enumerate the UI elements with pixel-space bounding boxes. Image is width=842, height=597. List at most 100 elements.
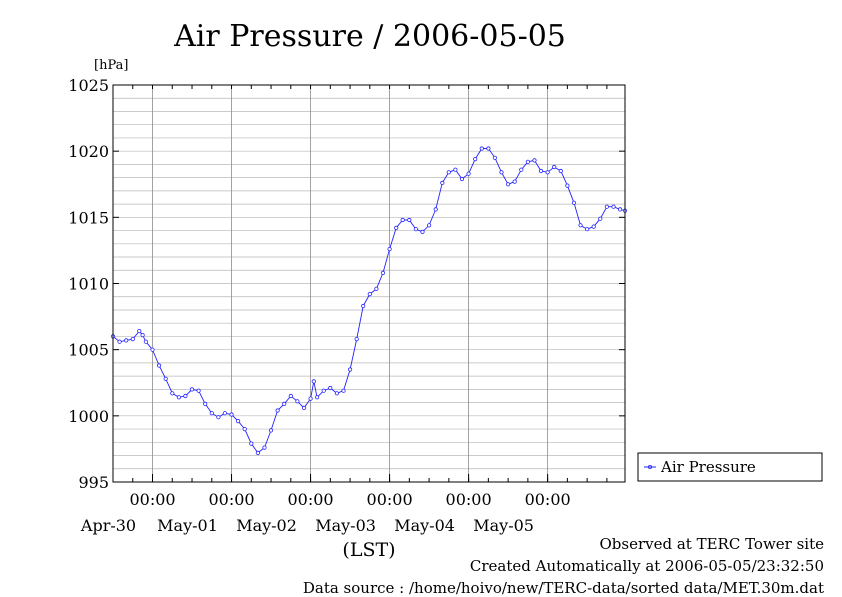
data-point	[367, 291, 372, 297]
series-air-pressure	[110, 146, 628, 455]
data-point	[170, 391, 175, 396]
x-tick-time-label: 00:00	[367, 490, 413, 509]
data-point	[584, 227, 590, 232]
grid-lines	[113, 85, 625, 482]
data-point	[420, 229, 425, 234]
data-point	[163, 376, 168, 381]
y-tick-labels: 995 1000 1005 1010 1015 1020 1025	[68, 76, 109, 492]
data-point	[130, 336, 135, 342]
data-point	[440, 180, 445, 185]
x-tick-time-label: 00:00	[129, 490, 175, 509]
data-point	[242, 426, 247, 432]
x-tick-date-label: May-05	[473, 516, 534, 535]
data-point	[341, 388, 346, 393]
data-point	[140, 332, 145, 338]
x-tick-time-label: 00:00	[525, 490, 571, 509]
data-point	[578, 223, 583, 228]
data-point	[519, 167, 524, 172]
data-point	[328, 385, 333, 391]
data-point	[394, 225, 399, 230]
data-point	[374, 286, 379, 291]
y-tick-label: 1015	[68, 208, 109, 227]
data-point	[275, 408, 280, 413]
data-point	[505, 182, 511, 187]
data-point	[387, 247, 392, 252]
data-point	[216, 415, 221, 420]
data-point	[479, 146, 484, 151]
data-point	[453, 167, 458, 172]
data-point	[492, 155, 497, 160]
plot-frame	[112, 84, 626, 483]
data-point	[117, 339, 122, 344]
data-point	[459, 176, 465, 182]
data-point	[308, 396, 313, 401]
data-point	[400, 217, 405, 223]
data-point	[311, 379, 316, 384]
data-point	[538, 168, 544, 174]
data-point	[249, 441, 254, 446]
data-point	[347, 367, 353, 372]
data-point	[426, 223, 432, 228]
data-point	[571, 200, 577, 205]
y-axis-unit-label: [hPa]	[94, 58, 128, 73]
data-point	[334, 391, 339, 396]
data-point	[545, 170, 550, 175]
data-point	[512, 179, 517, 184]
data-point	[499, 170, 504, 175]
data-point	[552, 164, 557, 170]
data-point	[321, 388, 326, 393]
data-point	[617, 207, 623, 212]
data-point	[486, 146, 491, 151]
data-point	[413, 227, 418, 232]
y-tick-label: 1025	[68, 76, 109, 95]
data-point	[295, 399, 300, 404]
data-point	[143, 339, 148, 344]
data-point	[446, 170, 451, 175]
data-point	[380, 270, 386, 275]
x-tick-date-label: May-04	[394, 516, 455, 535]
data-point	[209, 411, 214, 416]
data-point	[525, 159, 531, 164]
data-point	[466, 171, 471, 176]
footer-source-text: Data source : /home/hoivo/new/TERC-data/…	[302, 579, 824, 597]
data-point	[591, 224, 596, 229]
x-tick-time-label: 00:00	[288, 490, 334, 509]
x-tick-date-label: May-01	[157, 516, 218, 535]
data-point	[604, 204, 610, 209]
data-point	[176, 395, 181, 400]
footer-created-text: Created Automatically at 2006-05-05/23:3…	[469, 557, 824, 575]
data-point	[361, 303, 366, 309]
x-tick-date-label: Apr-30	[80, 516, 136, 535]
data-point	[433, 207, 438, 212]
data-point	[196, 388, 201, 393]
x-tick-time-label: 00:00	[208, 490, 254, 509]
data-point	[301, 405, 307, 410]
x-axis-label: (LST)	[342, 539, 395, 561]
data-point	[598, 216, 603, 221]
footer-observed-text: Observed at TERC Tower site	[599, 535, 824, 553]
legend-entry-air-pressure: Air Pressure	[660, 458, 756, 476]
data-point	[354, 336, 359, 342]
data-point	[183, 393, 188, 399]
data-point	[268, 428, 274, 433]
data-point	[157, 363, 162, 368]
data-point	[137, 328, 142, 334]
y-tick-label: 995	[78, 473, 109, 492]
legend: Air Pressure	[637, 452, 823, 482]
data-point	[532, 158, 537, 163]
data-point	[282, 401, 287, 406]
y-tick-label: 1020	[68, 142, 109, 161]
data-point	[407, 217, 412, 223]
y-tick-label: 1000	[68, 407, 109, 426]
x-tick-labels: 00:00 Apr-30 00:00 May-01 00:00 May-02 00:00 Ma…	[80, 490, 571, 535]
chart-title: Air Pressure / 2006-05-05	[173, 19, 566, 54]
y-tick-label: 1010	[68, 275, 109, 294]
data-point	[262, 445, 267, 450]
data-point	[288, 393, 293, 399]
data-point	[314, 395, 320, 400]
y-tick-label: 1005	[68, 341, 109, 360]
x-tick-date-label: May-02	[236, 516, 297, 535]
data-point	[611, 204, 616, 209]
data-point	[558, 168, 563, 174]
